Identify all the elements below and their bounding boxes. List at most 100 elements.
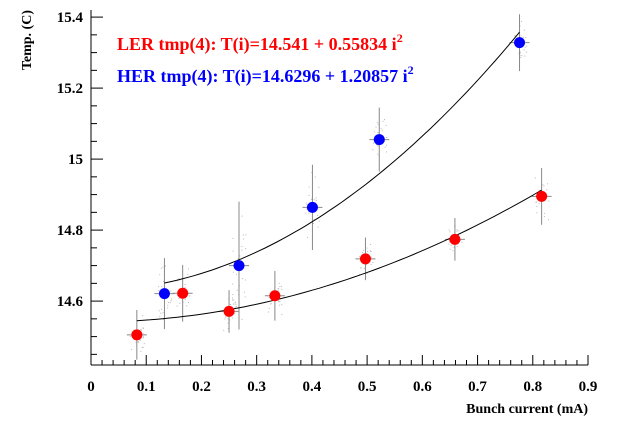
sample-dot [241, 249, 243, 251]
sample-dot [236, 273, 238, 275]
sample-dot [370, 264, 372, 266]
sample-dot [279, 286, 281, 288]
data-point [359, 253, 371, 265]
sample-dot [546, 189, 548, 191]
sample-dot [519, 55, 521, 57]
sample-dot [526, 51, 528, 53]
sample-dot [548, 219, 549, 221]
sample-dot [367, 250, 369, 252]
sample-dot [234, 301, 236, 303]
sample-dot [359, 273, 361, 275]
sample-dot [534, 177, 536, 179]
sample-dot [370, 251, 372, 253]
sample-dot [449, 231, 451, 233]
sample-dot [448, 229, 450, 231]
sample-dot [241, 318, 243, 320]
sample-dot [369, 244, 371, 245]
sample-dot [232, 283, 234, 285]
sample-dot [377, 123, 379, 125]
sample-dot [450, 244, 452, 246]
sample-dot [306, 204, 308, 206]
sample-dot [538, 203, 540, 205]
sample-dot [449, 241, 451, 243]
sample-dot [279, 300, 281, 302]
sample-dot [458, 234, 460, 236]
sample-dot [522, 36, 524, 38]
sample-dot [188, 302, 189, 303]
sample-dot [365, 264, 367, 266]
sample-dot [313, 199, 315, 201]
sample-dot [232, 317, 234, 319]
sample-dot [377, 145, 379, 147]
sample-dot [142, 328, 144, 329]
sample-dot [307, 236, 308, 238]
sample-dot [281, 314, 283, 316]
sample-dot [385, 137, 387, 138]
y-tick-label: 15.4 [57, 10, 84, 26]
y-tick-label: 14.8 [57, 223, 83, 239]
sample-dot [536, 212, 538, 214]
sample-dot [524, 46, 526, 48]
data-point [514, 37, 526, 49]
sample-dot [168, 302, 170, 303]
sample-dot [449, 248, 451, 250]
sample-dot [178, 279, 180, 281]
sample-dot [184, 299, 186, 301]
y-tick-label: 14.6 [57, 294, 84, 310]
sample-dot [542, 184, 544, 186]
sample-dot [178, 298, 180, 299]
sample-dot [456, 230, 458, 232]
sample-dot [370, 257, 372, 259]
sample-dot [318, 220, 320, 222]
sample-dot [377, 132, 379, 134]
sample-dot [170, 300, 172, 302]
x-tick-label: 0.7 [468, 379, 487, 395]
sample-dot [458, 230, 460, 232]
data-point [131, 329, 143, 341]
sample-dot [141, 337, 143, 339]
sample-dot [236, 289, 238, 291]
sample-dot [245, 234, 247, 236]
data-point [158, 288, 170, 300]
sample-dot [269, 303, 271, 305]
sample-dot [525, 36, 527, 38]
sample-dot [279, 304, 281, 306]
sample-dot [235, 303, 237, 305]
sample-dot [140, 339, 141, 341]
legend-superscript: 2 [397, 31, 403, 45]
sample-dot [232, 297, 233, 299]
sample-dot [317, 214, 319, 216]
sample-dot [535, 202, 537, 203]
sample-dot [140, 328, 142, 330]
sample-dot [232, 238, 234, 239]
sample-dot [456, 246, 458, 247]
sample-dot [160, 312, 162, 314]
sample-dot [237, 258, 239, 260]
sample-dot [141, 329, 142, 331]
sample-dot [233, 299, 235, 301]
sample-dot [311, 172, 313, 174]
x-tick-label: 0.6 [413, 379, 432, 395]
data-point [449, 233, 461, 245]
sample-dot [281, 304, 283, 306]
sample-dot [186, 305, 188, 307]
sample-dot [370, 256, 372, 258]
x-tick-label: 0.4 [303, 379, 322, 395]
sample-dot [141, 346, 143, 348]
data-point [306, 201, 318, 213]
sample-dot [313, 223, 314, 224]
sample-dot [317, 226, 319, 228]
sample-dot [278, 282, 280, 284]
sample-dot [142, 332, 144, 334]
sample-dot [386, 144, 388, 146]
sample-dot [245, 248, 247, 250]
sample-dot [167, 304, 169, 306]
sample-dot [384, 146, 386, 148]
legend-entry: LER tmp(4): T(i)=14.541 + 0.55834 i2 [117, 31, 403, 55]
sample-dot [277, 288, 279, 289]
fit-curves [136, 31, 542, 322]
sample-dot [239, 255, 241, 257]
y-tick-label: 15 [68, 152, 83, 168]
sample-dot [373, 142, 374, 144]
sample-dot [158, 290, 160, 292]
